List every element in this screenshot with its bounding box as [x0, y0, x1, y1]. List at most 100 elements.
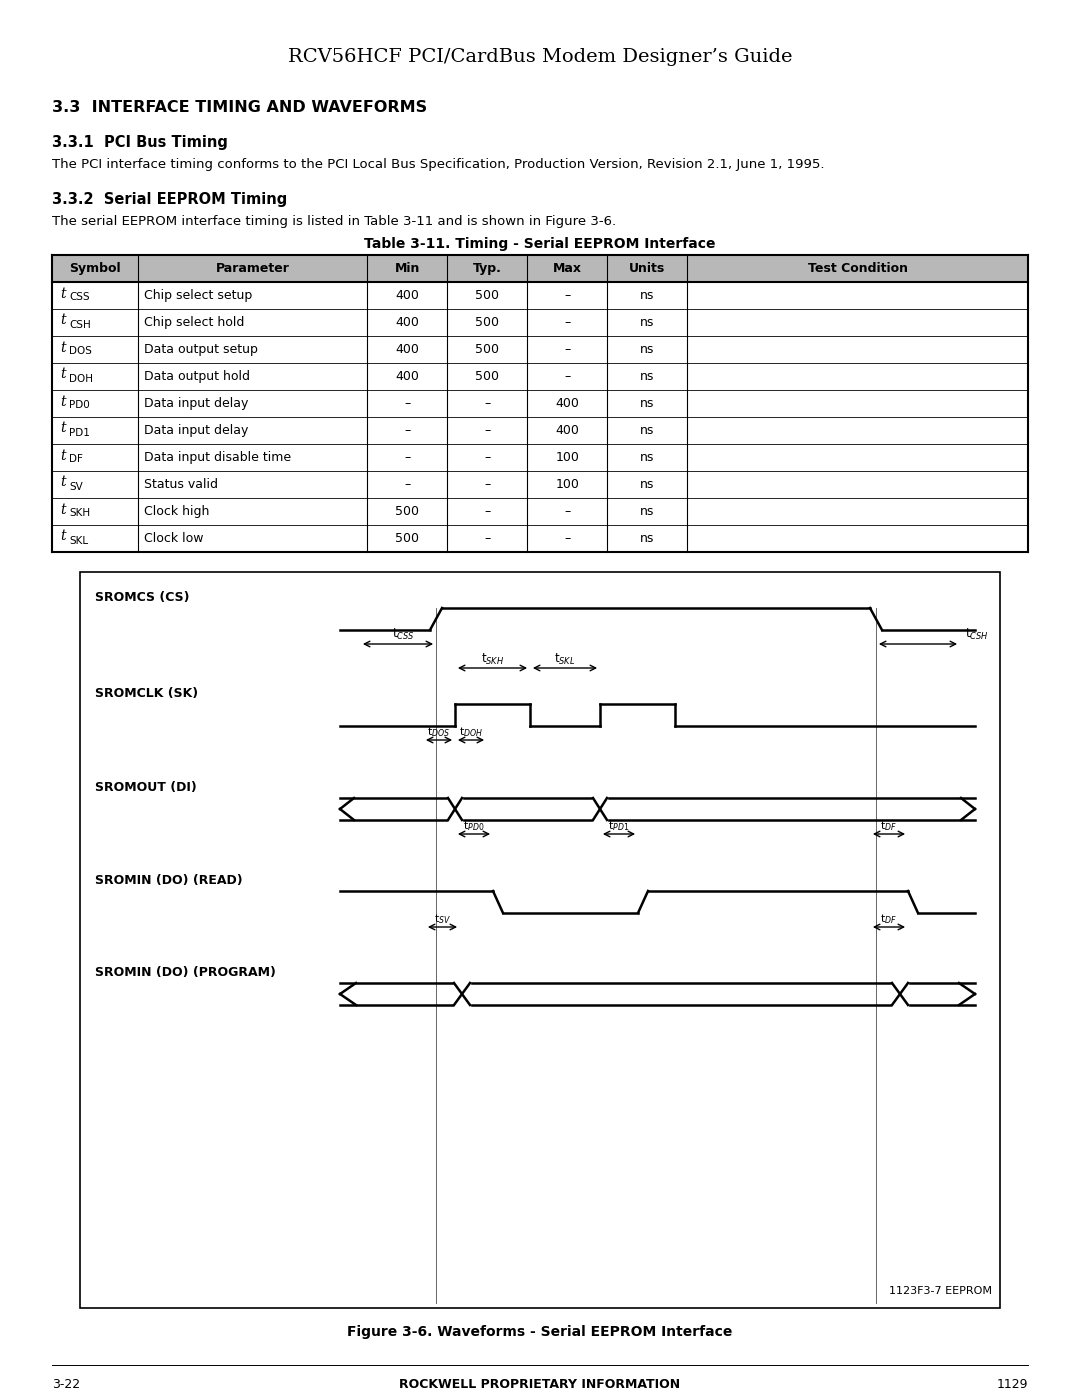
Text: t$_{DOH}$: t$_{DOH}$ — [459, 725, 483, 739]
Text: ns: ns — [640, 504, 654, 518]
Text: t$_{DF}$: t$_{DF}$ — [880, 819, 897, 833]
Text: Chip select hold: Chip select hold — [144, 316, 244, 330]
Text: –: – — [564, 344, 570, 356]
Text: –: – — [404, 397, 410, 409]
Text: 100: 100 — [555, 451, 579, 464]
Text: –: – — [404, 425, 410, 437]
Text: SKH: SKH — [69, 509, 90, 518]
Text: –: – — [564, 316, 570, 330]
Text: –: – — [484, 504, 490, 518]
Text: Data output setup: Data output setup — [144, 344, 258, 356]
Text: t$_{SKL}$: t$_{SKL}$ — [554, 652, 576, 666]
Text: 3.3  INTERFACE TIMING AND WAVEFORMS: 3.3 INTERFACE TIMING AND WAVEFORMS — [52, 101, 427, 115]
Text: –: – — [484, 478, 490, 490]
Text: 500: 500 — [475, 316, 499, 330]
Text: 400: 400 — [395, 344, 419, 356]
Bar — [52, 256, 1028, 282]
Text: 500: 500 — [475, 289, 499, 302]
Text: –: – — [484, 451, 490, 464]
Text: 1123F3-7 EEPROM: 1123F3-7 EEPROM — [889, 1287, 993, 1296]
Text: t: t — [60, 448, 66, 462]
Text: SV: SV — [69, 482, 83, 492]
Text: ns: ns — [640, 425, 654, 437]
Text: ns: ns — [640, 344, 654, 356]
Text: DF: DF — [69, 454, 83, 464]
Text: 400: 400 — [395, 316, 419, 330]
Text: –: – — [484, 425, 490, 437]
Text: PD0: PD0 — [69, 401, 90, 411]
Text: 3-22: 3-22 — [52, 1377, 80, 1391]
Text: 100: 100 — [555, 478, 579, 490]
Text: t: t — [60, 341, 66, 355]
Text: t: t — [60, 503, 66, 517]
Text: Chip select setup: Chip select setup — [144, 289, 252, 302]
Text: ns: ns — [640, 532, 654, 545]
Text: Status valid: Status valid — [144, 478, 218, 490]
Text: t$_{CSH}$: t$_{CSH}$ — [966, 627, 988, 643]
Text: 400: 400 — [395, 289, 419, 302]
Text: CSS: CSS — [69, 292, 90, 303]
Text: t$_{DOS}$: t$_{DOS}$ — [428, 725, 450, 739]
Text: DOH: DOH — [69, 373, 93, 384]
Bar — [80, 571, 1000, 1308]
Text: –: – — [564, 370, 570, 383]
Text: –: – — [484, 397, 490, 409]
Text: 400: 400 — [555, 397, 579, 409]
Text: t: t — [60, 313, 66, 327]
Text: t$_{PD1}$: t$_{PD1}$ — [608, 819, 630, 833]
Text: SROMOUT (DI): SROMOUT (DI) — [95, 781, 197, 793]
Text: t$_{CSS}$: t$_{CSS}$ — [392, 627, 415, 643]
Text: –: – — [564, 504, 570, 518]
Text: Clock high: Clock high — [144, 504, 210, 518]
Text: t$_{SV}$: t$_{SV}$ — [434, 912, 451, 926]
Text: 3.3.1  PCI Bus Timing: 3.3.1 PCI Bus Timing — [52, 136, 228, 149]
Text: ns: ns — [640, 316, 654, 330]
Text: Min: Min — [394, 263, 420, 275]
Text: SROMIN (DO) (PROGRAM): SROMIN (DO) (PROGRAM) — [95, 965, 275, 979]
Text: 500: 500 — [475, 370, 499, 383]
Text: 500: 500 — [475, 344, 499, 356]
Text: t: t — [60, 286, 66, 300]
Text: t$_{DF}$: t$_{DF}$ — [880, 912, 897, 926]
Text: SROMCS (CS): SROMCS (CS) — [95, 591, 189, 604]
Text: t$_{SKH}$: t$_{SKH}$ — [481, 652, 504, 666]
Text: Typ.: Typ. — [473, 263, 502, 275]
Text: 500: 500 — [395, 504, 419, 518]
Text: Max: Max — [553, 263, 582, 275]
Text: t: t — [60, 422, 66, 436]
Text: The PCI interface timing conforms to the PCI Local Bus Specification, Production: The PCI interface timing conforms to the… — [52, 158, 824, 170]
Text: t: t — [60, 394, 66, 408]
Text: –: – — [484, 532, 490, 545]
Text: t$_{PD0}$: t$_{PD0}$ — [463, 819, 485, 833]
Text: Data input delay: Data input delay — [144, 425, 248, 437]
Text: 500: 500 — [395, 532, 419, 545]
Text: t: t — [60, 529, 66, 543]
Text: –: – — [404, 451, 410, 464]
Text: –: – — [564, 532, 570, 545]
Text: The serial EEPROM interface timing is listed in Table 3-11 and is shown in Figur: The serial EEPROM interface timing is li… — [52, 215, 616, 228]
Text: Data input delay: Data input delay — [144, 397, 248, 409]
Text: ns: ns — [640, 397, 654, 409]
Text: Data input disable time: Data input disable time — [144, 451, 291, 464]
Text: 1129: 1129 — [997, 1377, 1028, 1391]
Text: t: t — [60, 367, 66, 381]
Text: Clock low: Clock low — [144, 532, 203, 545]
Text: SROMIN (DO) (READ): SROMIN (DO) (READ) — [95, 875, 243, 887]
Text: 3.3.2  Serial EEPROM Timing: 3.3.2 Serial EEPROM Timing — [52, 191, 287, 207]
Text: Symbol: Symbol — [69, 263, 121, 275]
Text: ns: ns — [640, 289, 654, 302]
Text: ROCKWELL PROPRIETARY INFORMATION: ROCKWELL PROPRIETARY INFORMATION — [400, 1377, 680, 1391]
Text: Figure 3-6. Waveforms - Serial EEPROM Interface: Figure 3-6. Waveforms - Serial EEPROM In… — [348, 1324, 732, 1338]
Text: RCV56HCF PCI/CardBus Modem Designer’s Guide: RCV56HCF PCI/CardBus Modem Designer’s Gu… — [287, 47, 793, 66]
Text: 400: 400 — [555, 425, 579, 437]
Text: PD1: PD1 — [69, 427, 90, 437]
Text: SROMCLK (SK): SROMCLK (SK) — [95, 687, 198, 700]
Text: 400: 400 — [395, 370, 419, 383]
Text: Test Condition: Test Condition — [808, 263, 908, 275]
Text: –: – — [404, 478, 410, 490]
Text: CSH: CSH — [69, 320, 91, 330]
Text: Data output hold: Data output hold — [144, 370, 249, 383]
Text: ns: ns — [640, 451, 654, 464]
Text: SKL: SKL — [69, 535, 89, 545]
Text: Units: Units — [630, 263, 665, 275]
